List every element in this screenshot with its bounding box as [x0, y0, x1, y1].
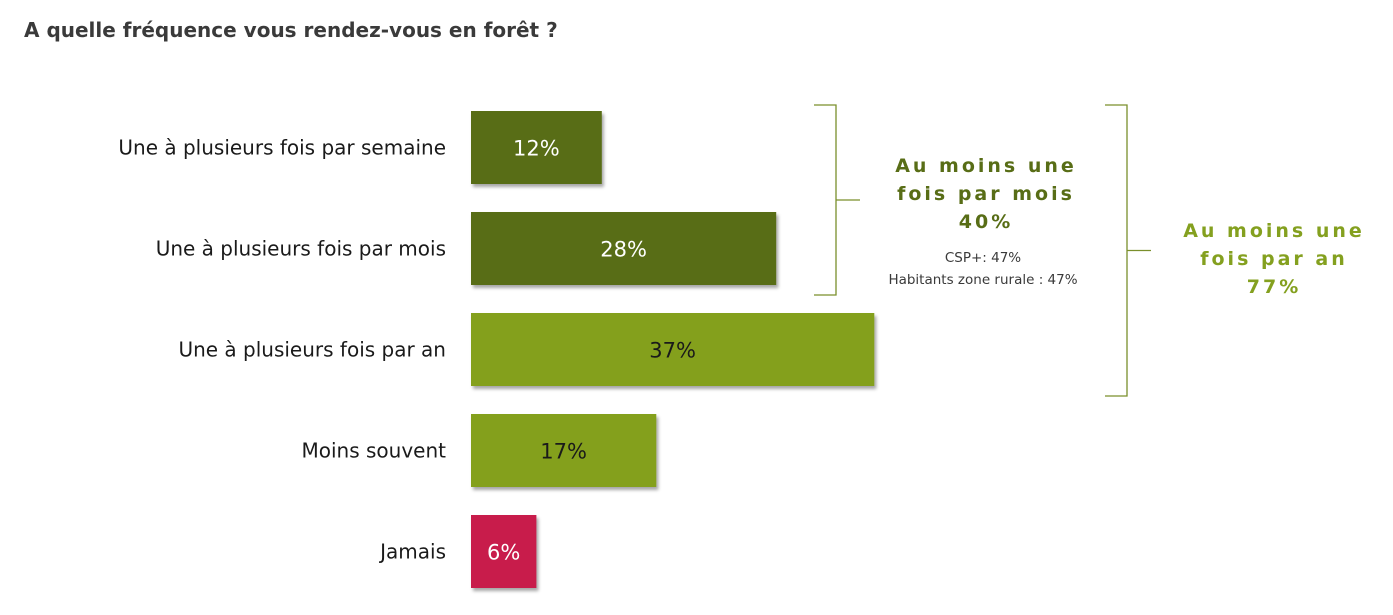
bar	[471, 212, 777, 285]
group-title-line: Au moins une	[1183, 220, 1365, 242]
bar	[471, 515, 537, 588]
bar-value-label: 17%	[540, 440, 587, 464]
bar-value-label: 37%	[649, 339, 696, 363]
group-note: CSP+: 47%	[945, 250, 1021, 266]
bar	[471, 313, 875, 386]
page-title: A quelle fréquence vous rendez-vous en f…	[24, 18, 558, 42]
category-label: Une à plusieurs fois par an	[178, 338, 446, 362]
bar-value-label: 12%	[513, 137, 560, 161]
group-title-line: 40%	[959, 211, 1013, 233]
bar-value-label: 6%	[487, 541, 520, 565]
annotations-layer: Au moins une fois par mois 40% CSP+: 47% Hab…	[814, 104, 1365, 397]
bars-layer: Une à plusieurs fois par semaine 12% Une à…	[118, 111, 875, 588]
bar	[471, 414, 657, 487]
bracket-monthly	[814, 104, 860, 296]
group-title-line: 77%	[1247, 276, 1301, 298]
category-label: Jamais	[378, 540, 446, 564]
bracket-yearly	[1105, 104, 1151, 397]
group-title-line: Au moins une	[895, 155, 1077, 177]
bar	[471, 111, 602, 184]
group-title-line: fois par an	[1200, 248, 1348, 270]
category-label: Moins souvent	[302, 439, 447, 463]
category-label: Une à plusieurs fois par semaine	[118, 136, 446, 160]
group-title-line: fois par mois	[897, 183, 1075, 205]
category-label: Une à plusieurs fois par mois	[156, 237, 446, 261]
group-note: Habitants zone rurale : 47%	[888, 272, 1077, 288]
bar-value-label: 28%	[600, 238, 647, 262]
